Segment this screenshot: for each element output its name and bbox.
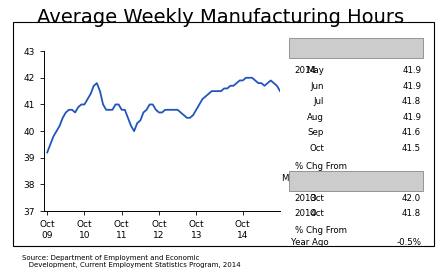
Text: Month Ago: Month Ago: [282, 174, 329, 183]
Text: 2014: 2014: [295, 66, 317, 75]
Text: Jul: Jul: [314, 97, 324, 106]
Text: 41.9: 41.9: [402, 66, 421, 75]
Text: Year Ago: Year Ago: [291, 238, 329, 247]
Text: May: May: [306, 66, 324, 75]
Text: Oct: Oct: [309, 194, 324, 203]
Text: % Chg From: % Chg From: [295, 162, 347, 171]
Text: -0.1%: -0.1%: [396, 174, 421, 183]
Text: Average Weekly Manufacturing Hours: Average Weekly Manufacturing Hours: [37, 8, 404, 27]
Text: -0.5%: -0.5%: [396, 238, 421, 247]
Text: Sep: Sep: [308, 128, 324, 137]
Text: 41.5: 41.5: [402, 144, 421, 153]
Text: Source: Department of Employment and Economic
   Development, Current Employment: Source: Department of Employment and Eco…: [22, 255, 241, 268]
Text: Oct: Oct: [309, 209, 324, 218]
Text: 41.8: 41.8: [402, 209, 421, 218]
Text: seasonally adjusted: seasonally adjusted: [311, 43, 401, 52]
Text: 2014: 2014: [295, 209, 317, 218]
Text: 41.9: 41.9: [402, 82, 421, 90]
Text: Oct: Oct: [309, 144, 324, 153]
Text: % Chg From: % Chg From: [295, 226, 347, 235]
Text: 41.6: 41.6: [402, 128, 421, 137]
Text: 42.0: 42.0: [402, 194, 421, 203]
Text: 41.8: 41.8: [402, 97, 421, 106]
Text: unadjusted: unadjusted: [331, 177, 382, 186]
Text: 41.9: 41.9: [402, 113, 421, 122]
Text: 2013: 2013: [295, 194, 317, 203]
Text: Aug: Aug: [307, 113, 324, 122]
Text: Jun: Jun: [310, 82, 324, 90]
